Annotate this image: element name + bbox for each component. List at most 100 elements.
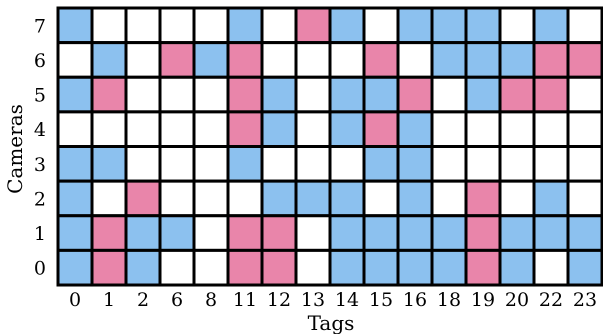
cell-camera-5-tag-23 — [566, 75, 603, 114]
cell-camera-2-tag-19 — [464, 179, 502, 218]
x-tick-labels: 0 1 2 6 8 11 12 13 14 15 16 18 19 20 22 23 — [69, 289, 597, 311]
x-tick-label: 13 — [301, 289, 325, 311]
cell-camera-1-tag-2 — [124, 214, 162, 252]
cell-camera-4-tag-12 — [260, 110, 298, 149]
cell-camera-5-tag-8 — [192, 75, 230, 114]
cell-camera-3-tag-18 — [430, 145, 468, 183]
cell-camera-1-tag-20 — [498, 214, 536, 252]
cell-camera-0-tag-19 — [464, 248, 502, 287]
cell-camera-3-tag-16 — [396, 145, 434, 183]
cell-camera-3-tag-15 — [362, 145, 400, 183]
cell-camera-6-tag-13 — [294, 41, 332, 79]
cell-camera-6-tag-18 — [430, 41, 468, 79]
cell-camera-6-tag-6 — [158, 41, 196, 79]
cell-camera-0-tag-14 — [328, 248, 366, 287]
y-tick-labels: 7 6 5 4 3 2 1 0 — [34, 15, 46, 279]
cell-camera-6-tag-14 — [328, 41, 366, 79]
cell-camera-2-tag-20 — [498, 179, 536, 218]
cell-camera-6-tag-20 — [498, 41, 536, 79]
cell-camera-2-tag-1 — [90, 179, 128, 218]
cell-camera-7-tag-15 — [362, 6, 400, 45]
cell-camera-5-tag-2 — [124, 75, 162, 114]
cell-camera-3-tag-13 — [294, 145, 332, 183]
cell-camera-7-tag-20 — [498, 6, 536, 45]
cell-camera-2-tag-2 — [124, 179, 162, 218]
cell-camera-2-tag-6 — [158, 179, 196, 218]
cell-camera-7-tag-2 — [124, 6, 162, 45]
cell-camera-1-tag-8 — [192, 214, 230, 252]
cell-camera-2-tag-18 — [430, 179, 468, 218]
x-tick-label: 22 — [539, 289, 563, 311]
x-tick-label: 8 — [205, 289, 217, 311]
cell-camera-1-tag-18 — [430, 214, 468, 252]
cell-camera-0-tag-2 — [124, 248, 162, 287]
cell-camera-3-tag-20 — [498, 145, 536, 183]
cell-camera-3-tag-22 — [532, 145, 570, 183]
cell-camera-5-tag-18 — [430, 75, 468, 114]
cell-camera-7-tag-11 — [226, 6, 264, 45]
cell-camera-7-tag-16 — [396, 6, 434, 45]
x-tick-label: 19 — [471, 289, 495, 311]
cell-camera-2-tag-23 — [566, 179, 603, 218]
cell-camera-6-tag-0 — [56, 41, 94, 79]
y-tick-label: 1 — [34, 223, 46, 245]
cell-camera-3-tag-23 — [566, 145, 603, 183]
cell-camera-4-tag-22 — [532, 110, 570, 149]
x-tick-label: 6 — [171, 289, 183, 311]
cell-camera-4-tag-19 — [464, 110, 502, 149]
cell-camera-1-tag-11 — [226, 214, 264, 252]
cell-camera-4-tag-11 — [226, 110, 264, 149]
cell-camera-1-tag-16 — [396, 214, 434, 252]
cell-camera-6-tag-1 — [90, 41, 128, 79]
cell-camera-2-tag-13 — [294, 179, 332, 218]
x-tick-label: 15 — [369, 289, 393, 311]
y-tick-label: 3 — [34, 154, 46, 176]
cell-camera-7-tag-23 — [566, 6, 603, 45]
cell-camera-4-tag-16 — [396, 110, 434, 149]
cell-camera-0-tag-13 — [294, 248, 332, 287]
cell-camera-6-tag-8 — [192, 41, 230, 79]
x-tick-label: 2 — [137, 289, 149, 311]
cell-camera-2-tag-0 — [56, 179, 94, 218]
cell-camera-4-tag-2 — [124, 110, 162, 149]
cell-camera-3-tag-19 — [464, 145, 502, 183]
cell-camera-1-tag-1 — [90, 214, 128, 252]
cell-camera-5-tag-11 — [226, 75, 264, 114]
cell-camera-6-tag-16 — [396, 41, 434, 79]
cell-camera-6-tag-22 — [532, 41, 570, 79]
x-tick-label: 20 — [505, 289, 529, 311]
cell-camera-5-tag-12 — [260, 75, 298, 114]
cell-camera-5-tag-15 — [362, 75, 400, 114]
cell-camera-1-tag-19 — [464, 214, 502, 252]
y-tick-label: 0 — [34, 258, 46, 280]
y-tick-label: 6 — [34, 50, 46, 72]
y-tick-label: 5 — [34, 85, 46, 107]
cell-camera-2-tag-12 — [260, 179, 298, 218]
cell-camera-0-tag-20 — [498, 248, 536, 287]
cell-camera-1-tag-12 — [260, 214, 298, 252]
cell-camera-0-tag-6 — [158, 248, 196, 287]
cell-camera-4-tag-6 — [158, 110, 196, 149]
cell-camera-7-tag-13 — [294, 6, 332, 45]
cell-camera-7-tag-0 — [56, 6, 94, 45]
cell-camera-3-tag-12 — [260, 145, 298, 183]
cell-camera-0-tag-1 — [90, 248, 128, 287]
cell-camera-4-tag-1 — [90, 110, 128, 149]
y-tick-label: 2 — [34, 188, 46, 210]
cell-camera-5-tag-16 — [396, 75, 434, 114]
cell-camera-1-tag-22 — [532, 214, 570, 252]
cell-camera-5-tag-14 — [328, 75, 366, 114]
cell-camera-2-tag-14 — [328, 179, 366, 218]
cell-camera-1-tag-6 — [158, 214, 196, 252]
cell-camera-5-tag-6 — [158, 75, 196, 114]
cell-camera-7-tag-18 — [430, 6, 468, 45]
cell-camera-0-tag-23 — [566, 248, 603, 287]
cell-camera-6-tag-23 — [566, 41, 603, 79]
cell-camera-3-tag-14 — [328, 145, 366, 183]
cell-camera-0-tag-11 — [226, 248, 264, 287]
cell-camera-3-tag-2 — [124, 145, 162, 183]
cell-camera-7-tag-6 — [158, 6, 196, 45]
cell-camera-2-tag-22 — [532, 179, 570, 218]
cell-camera-1-tag-13 — [294, 214, 332, 252]
